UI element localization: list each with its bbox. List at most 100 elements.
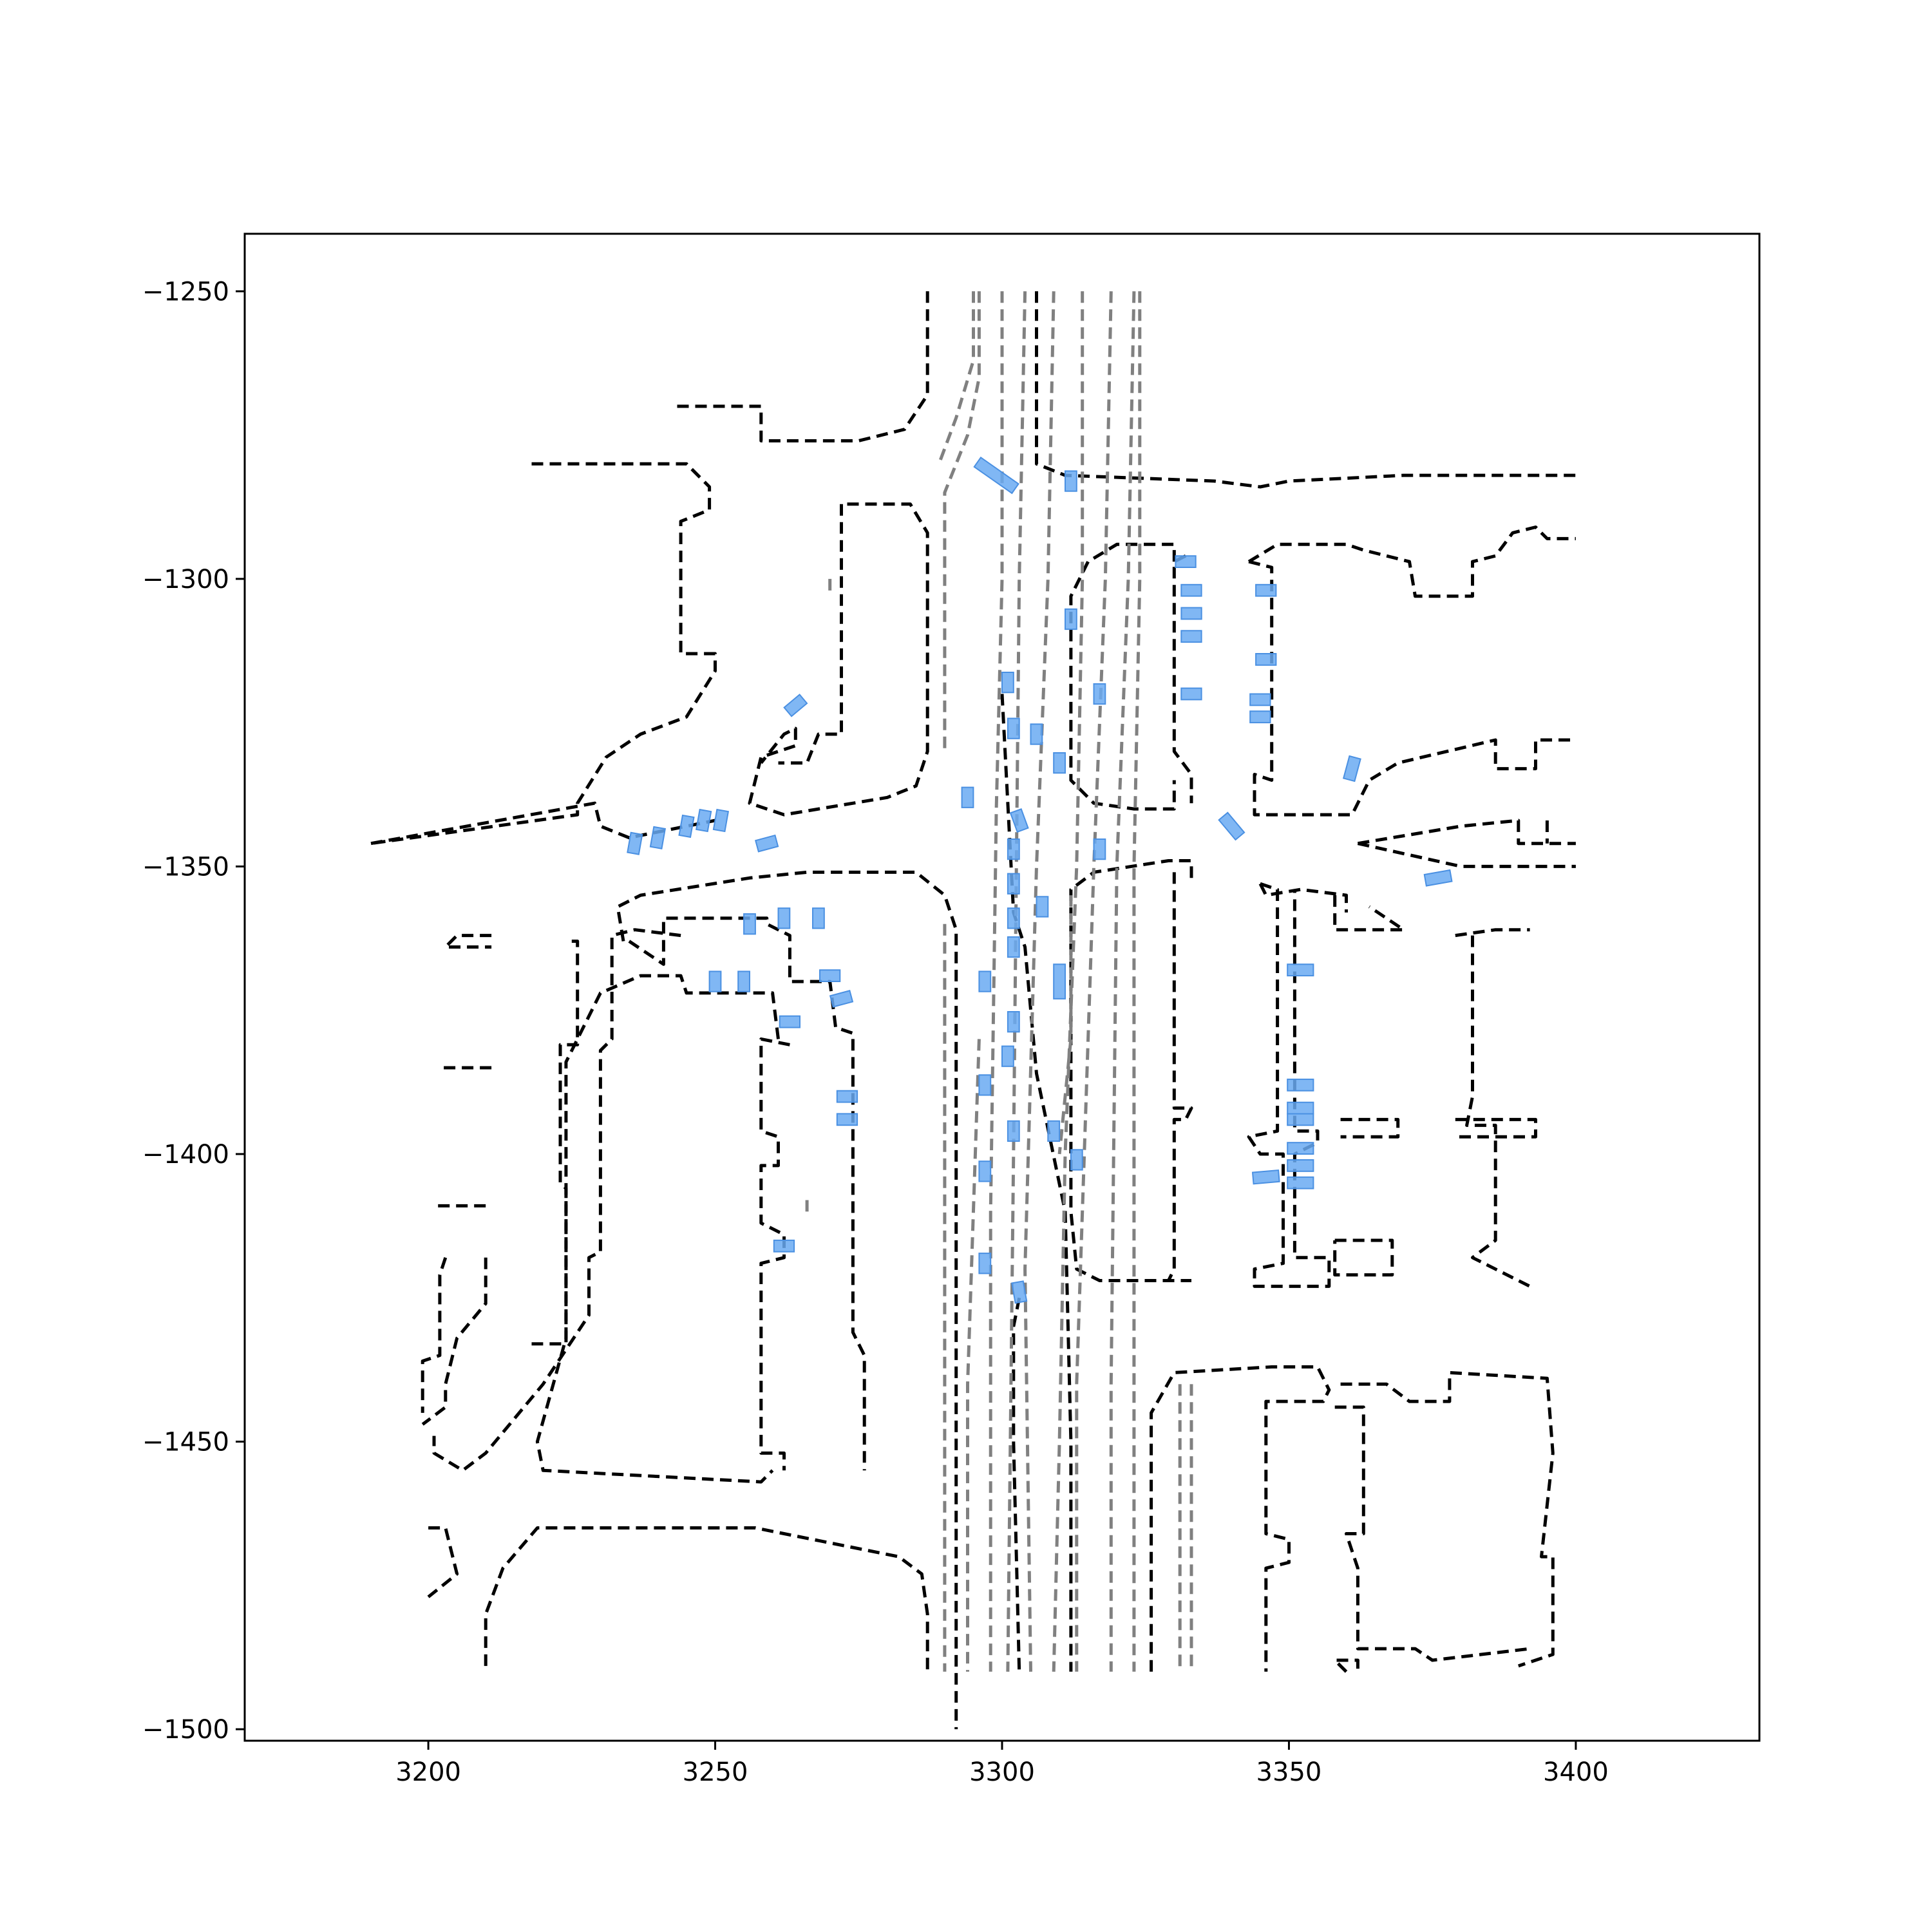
vehicle-box (1175, 555, 1197, 568)
vehicle-box (1180, 687, 1202, 701)
lane-divider-line (1109, 291, 1136, 1672)
vehicle-box (978, 1253, 992, 1274)
lane-divider-line (966, 1039, 981, 1672)
vehicle-box (1249, 693, 1271, 706)
vehicle-box (1036, 896, 1049, 918)
road-boundary-line (444, 934, 492, 949)
road-boundary-line (1069, 542, 1176, 811)
vehicle-box (743, 913, 756, 935)
vehicle-box (1007, 936, 1020, 958)
vehicle-box (1287, 1142, 1314, 1155)
road-boundary-line (1247, 882, 1331, 1288)
road-boundary-line (748, 502, 929, 817)
road-boundary-line (1012, 1297, 1021, 1672)
road-boundary-line (1455, 1117, 1537, 1139)
y-tick-label: −1350 (142, 852, 229, 882)
vehicle-box (819, 969, 841, 983)
vehicle-box (1342, 755, 1361, 782)
x-tick-label: 3350 (1256, 1757, 1322, 1787)
vehicle-box (1007, 873, 1020, 895)
vehicle-box (1180, 630, 1202, 643)
lane-divider-line (1132, 291, 1142, 1672)
vehicle-box (812, 907, 825, 929)
vehicle-box (1007, 838, 1020, 860)
vehicle-box (1287, 1159, 1314, 1172)
road-boundary-line (1247, 526, 1576, 598)
road-boundary-line (432, 928, 681, 1472)
vehicle-box (1287, 1101, 1314, 1115)
vehicle-box (1287, 963, 1314, 977)
lane-divider-line (1075, 291, 1113, 1672)
vehicle-box (777, 907, 791, 929)
road-boundary-line (531, 940, 580, 1346)
vehicle-box (1007, 717, 1020, 739)
vehicle-box (627, 831, 643, 855)
vehicle-box (1007, 907, 1020, 929)
vehicle-box (978, 1160, 992, 1182)
vehicle-box (1070, 1149, 1083, 1171)
vehicle-box (1007, 1011, 1020, 1033)
vehicle-box (1053, 752, 1066, 774)
lane-divider-line (1052, 291, 1084, 1672)
vehicle-box (978, 971, 992, 992)
x-tick-label: 3200 (395, 1757, 461, 1787)
vehicle-box (1255, 583, 1277, 597)
road-boundary-line (1340, 1117, 1400, 1139)
vehicle-box (1423, 869, 1453, 887)
vehicle-box (696, 808, 712, 833)
road-boundary-line (427, 1526, 459, 1598)
road-boundary-line (1258, 883, 1348, 913)
x-tick-label: 3300 (969, 1757, 1035, 1787)
vehicle-box (1249, 710, 1271, 724)
vehicle-box (1255, 653, 1277, 666)
map-layers (370, 291, 1576, 1730)
vehicle-box (1030, 723, 1043, 745)
vehicle-box (961, 786, 974, 808)
vehicle-box (773, 1239, 795, 1253)
lane-divider-line (937, 291, 975, 465)
y-tick-label: −1450 (142, 1428, 229, 1457)
vehicle-box (1001, 1045, 1014, 1067)
road-boundary-line (1167, 872, 1193, 1282)
x-tick-label: 3250 (683, 1757, 748, 1787)
lane-divider-line (943, 291, 981, 752)
vehicle-box (1001, 672, 1014, 694)
road-boundary-line (1035, 291, 1576, 489)
vehicle-box (737, 971, 750, 992)
road-boundary-line (1455, 928, 1530, 938)
road-boundary-line (535, 974, 780, 1484)
vehicle-box (1093, 683, 1106, 705)
vehicle-box (755, 834, 779, 853)
vehicle-box (1093, 838, 1106, 860)
road-boundary-line (616, 870, 958, 1730)
x-axis: 3200 3250 3300 3350 3400 (395, 1741, 1609, 1787)
vehicle-box (978, 1074, 992, 1096)
lane-divider-line (1057, 895, 1073, 1155)
road-boundary-line (759, 1037, 790, 1471)
road-boundary-line (1333, 1658, 1359, 1673)
vehicle-box (779, 1015, 800, 1028)
vehicle-box (836, 1090, 858, 1103)
vehicle-box (1053, 963, 1066, 999)
vehicle-box (1287, 1176, 1314, 1189)
vehicle-box (1218, 811, 1245, 841)
road-boundary-line (778, 504, 843, 765)
road-boundary-line (421, 1257, 488, 1426)
road-boundary-line (370, 462, 717, 846)
road-boundary-line (1340, 1370, 1555, 1668)
vehicle-box (1009, 808, 1029, 833)
vehicle-box (712, 808, 730, 833)
vehicle-box (973, 456, 1019, 495)
lane-divider-line (1023, 291, 1056, 1672)
vehicle-box (783, 694, 808, 717)
road-boundary-line (1333, 1238, 1394, 1277)
vehicle-box (1065, 470, 1077, 492)
vehicle-box (1065, 608, 1077, 630)
y-axis: −1250 −1300 −1350 −1400 −1450 −1500 (142, 277, 245, 1745)
y-tick-label: −1400 (142, 1140, 229, 1170)
vehicle-box (836, 1113, 858, 1126)
road-boundary-line (484, 1526, 929, 1672)
vehicle-box (649, 826, 667, 849)
vehicle-box (1251, 1169, 1280, 1185)
vehicle-layer (627, 456, 1453, 1304)
